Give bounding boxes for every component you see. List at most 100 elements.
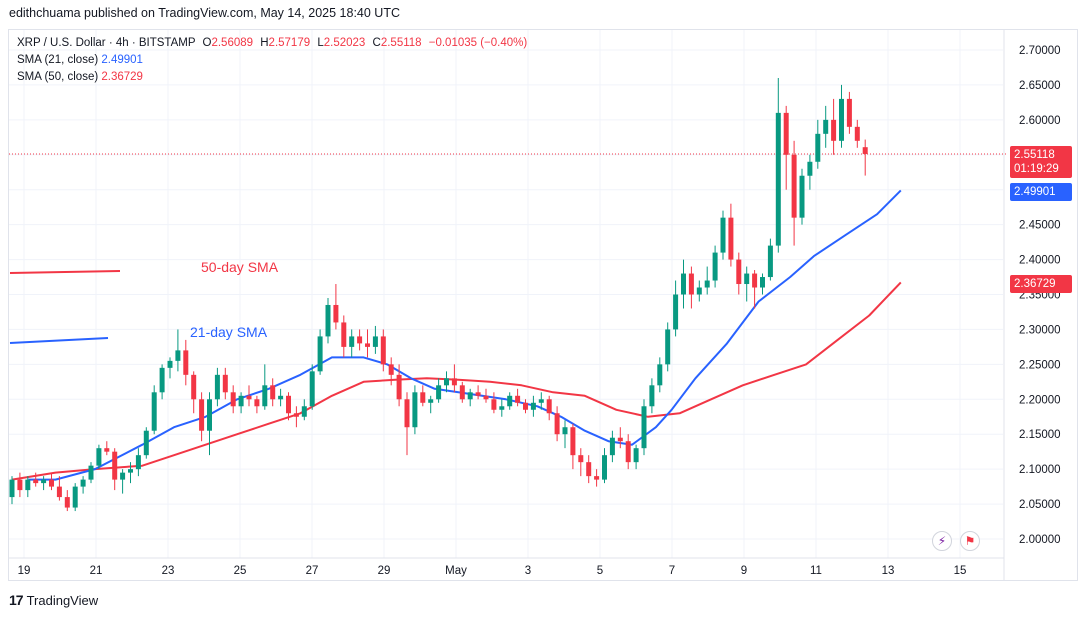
candle-body (365, 343, 370, 347)
candle-body (854, 126, 860, 141)
y-tick-label: 2.25000 (1019, 359, 1061, 371)
candle-body (523, 402, 528, 410)
candle-body (167, 360, 173, 368)
candle-body (688, 273, 694, 295)
candle-body (120, 472, 126, 480)
candle-body (436, 385, 442, 400)
candle-body (254, 399, 260, 407)
candle-body (135, 455, 141, 470)
candle-body (815, 133, 821, 162)
close-value: 2.55118 (380, 37, 422, 49)
candle-body (760, 277, 765, 288)
change-value: −0.01035 (−0.40%) (428, 37, 528, 49)
candle-body (372, 336, 378, 347)
candle-body (396, 374, 402, 400)
candle-body (380, 336, 386, 365)
candle-body (839, 98, 844, 141)
candle-body (681, 273, 686, 295)
candle-body (799, 175, 805, 218)
candle-body (712, 252, 718, 281)
candle-body (609, 437, 615, 456)
x-tick-label: 13 (882, 565, 895, 577)
candle-body (404, 399, 410, 428)
x-tick-label: 29 (378, 565, 391, 577)
candle-body (238, 395, 244, 407)
chart-legend: XRP / U.S. Dollar · 4h · BITSTAMP O2.560… (17, 35, 527, 86)
candle-body (641, 406, 647, 449)
candle-body (451, 378, 457, 386)
sma50-label: SMA (50, close) (17, 71, 99, 83)
candle-body (602, 455, 607, 480)
candle-body (293, 413, 299, 417)
candle-body (475, 392, 481, 396)
candle-body (159, 367, 165, 393)
candle-body (570, 427, 576, 456)
candle-body (317, 336, 323, 372)
candle-body (349, 336, 355, 347)
low-label: L (317, 37, 324, 49)
candle-body (586, 462, 592, 477)
x-tick-label: 27 (306, 565, 319, 577)
candle-body (333, 304, 339, 323)
tv-logo-icon: 17 (9, 592, 24, 608)
candle-body (214, 374, 220, 400)
candle-body (325, 304, 331, 337)
candle-body (720, 217, 726, 253)
y-tick-label: 2.40000 (1019, 255, 1061, 267)
x-tick-label: 3 (525, 565, 531, 577)
candle-body (270, 385, 276, 400)
candle-body (222, 374, 228, 393)
candle-body (80, 479, 86, 487)
x-tick-label: 25 (234, 565, 247, 577)
candle-body (578, 455, 584, 463)
candle-body (704, 280, 710, 288)
candle-body (128, 469, 133, 473)
flag-icon[interactable]: ⚑ (960, 531, 980, 551)
candle-body (649, 385, 655, 407)
candle-body (657, 364, 663, 386)
open-value: 2.56089 (211, 37, 254, 49)
x-tick-label: 9 (741, 565, 747, 577)
legend-sma50-row[interactable]: SMA (50, close) 2.36729 (17, 69, 527, 86)
x-tick-label: 21 (90, 565, 103, 577)
candle-body (546, 399, 552, 414)
candle-body (49, 479, 54, 487)
candle-body (96, 448, 102, 466)
candle-body (594, 476, 600, 480)
candle-body (56, 486, 62, 498)
y-tick-label: 2.60000 (1019, 115, 1061, 127)
legend-sma21-row[interactable]: SMA (21, close) 2.49901 (17, 52, 527, 69)
candle-body (143, 430, 149, 456)
sma50-line (11, 281, 902, 481)
candle-body (278, 395, 284, 400)
candle-body (104, 448, 110, 452)
y-tick-label: 2.30000 (1019, 324, 1061, 336)
y-tick-label: 2.20000 (1019, 394, 1061, 406)
brand-name: TradingView (26, 592, 99, 608)
candle-body (807, 161, 813, 176)
candle-body (301, 406, 307, 417)
last-price-value: 2.55118 (1014, 149, 1055, 161)
x-tick-label: May (445, 565, 467, 577)
x-tick-label: 19 (18, 565, 31, 577)
candle-body (507, 395, 513, 407)
legend-symbol-row: XRP / U.S. Dollar · 4h · BITSTAMP O2.560… (17, 35, 527, 52)
low-value: 2.52023 (323, 37, 366, 49)
tradingview-logo[interactable]: 17 TradingView (9, 592, 98, 608)
candle-body (341, 322, 347, 347)
bottom-icons: ⚡ ⚑ (932, 531, 980, 551)
last-price-tag: 2.55118 01:19:29 (1010, 146, 1072, 178)
candle-body (72, 486, 78, 508)
annotation-line-sma50 (9, 270, 121, 274)
y-tick-label: 2.65000 (1019, 80, 1061, 92)
candle-body (420, 392, 426, 403)
candle-body (499, 406, 505, 410)
sma50-price-tag: 2.36729 (1010, 275, 1072, 293)
lightning-icon[interactable]: ⚡ (932, 531, 952, 551)
candle-body (41, 479, 47, 484)
x-tick-label: 23 (162, 565, 175, 577)
symbol-title[interactable]: XRP / U.S. Dollar · 4h · BITSTAMP (17, 37, 196, 49)
x-tick-label: 5 (597, 565, 603, 577)
open-label: O (202, 37, 212, 49)
